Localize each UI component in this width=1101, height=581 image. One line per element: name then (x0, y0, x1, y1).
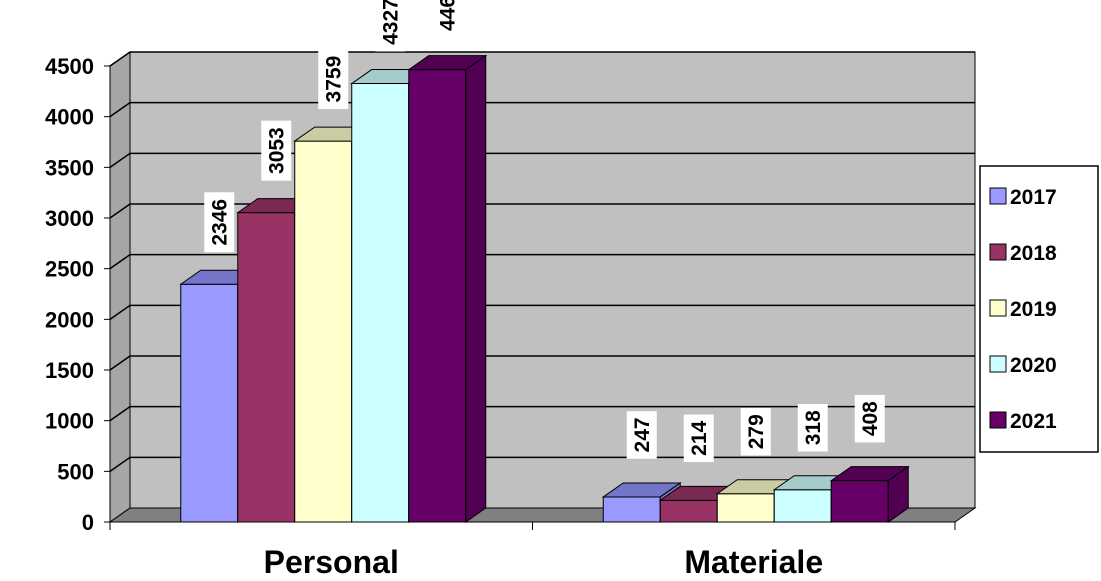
y-tick-label: 2000 (45, 307, 94, 332)
gridline (109, 101, 975, 118)
data-label-box (740, 407, 771, 456)
data-label-text: 279 (745, 414, 768, 449)
data-labels: 2346 3053 3759 4327 4464 247 214 279 318 408 (204, 0, 885, 463)
bar-side (465, 54, 487, 523)
data-label: 4327 (375, 0, 406, 52)
gridline (109, 304, 975, 320)
side-wall (109, 51, 131, 523)
data-label: 4464 (432, 0, 463, 38)
bars (179, 54, 910, 523)
axes: 0 500 1000 1500 2000 2500 3000 3500 4000 4500 Pers… (45, 54, 956, 580)
bar (408, 69, 467, 523)
legend-swatch (989, 243, 1007, 261)
data-label-box (432, 0, 463, 38)
legend: 2017 2018 2019 2020 2021 (979, 165, 1099, 453)
y-tick-label: 2500 (45, 257, 94, 282)
legend-label: 2021 (1010, 410, 1057, 433)
data-label-text: 4327 (379, 0, 402, 45)
x-category-label: Personal (264, 544, 399, 580)
gridlines (109, 51, 975, 472)
legend-swatch (989, 299, 1007, 317)
data-label-text: 247 (631, 417, 654, 452)
y-tick-label: 1500 (45, 358, 94, 383)
legend-swatch (989, 411, 1007, 429)
data-label-text: 318 (802, 410, 825, 445)
data-label-text: 4464 (436, 0, 459, 31)
data-label: 2346 (204, 192, 235, 253)
x-category-label: Materiale (684, 544, 823, 580)
legend-label: 2020 (1010, 354, 1057, 377)
data-label-box (204, 192, 235, 253)
bar (602, 496, 661, 523)
bar (830, 480, 889, 523)
gridline (109, 203, 975, 219)
data-label: 3759 (318, 49, 349, 110)
y-tick-label: 3000 (45, 206, 94, 231)
data-label: 214 (683, 414, 714, 463)
y-tick-label: 0 (82, 510, 94, 535)
y-tick-label: 3500 (45, 155, 94, 180)
y-tick-label: 4500 (45, 54, 94, 79)
gridline (109, 253, 975, 270)
gridline (109, 405, 975, 422)
bar (180, 283, 239, 523)
legend-swatch (989, 355, 1007, 373)
legend-label: 2018 (1010, 242, 1057, 265)
data-label-box (626, 411, 657, 459)
data-label: 247 (626, 411, 657, 459)
gridline (109, 51, 975, 67)
legend-label: 2017 (1010, 186, 1057, 209)
bar (351, 83, 410, 523)
bar (716, 493, 775, 523)
bar (294, 140, 353, 523)
data-label-text: 3053 (265, 127, 288, 174)
data-label-box (375, 0, 406, 52)
data-label: 408 (854, 394, 885, 443)
data-label-text: 408 (859, 401, 882, 436)
y-tick-label: 1000 (45, 409, 94, 434)
legend-label: 2019 (1010, 298, 1057, 321)
data-label-text: 3759 (322, 56, 345, 103)
gridline (109, 355, 975, 371)
data-label-box (261, 120, 292, 181)
data-label-box (854, 394, 885, 443)
bar (237, 212, 296, 523)
bar-side (887, 465, 909, 523)
bar (773, 489, 832, 523)
data-label: 279 (740, 407, 771, 456)
data-label-text: 2346 (208, 199, 231, 246)
data-label-box (683, 414, 714, 463)
gridline (109, 152, 975, 168)
y-tick-label: 4000 (45, 105, 94, 130)
legend-swatch (989, 187, 1007, 205)
data-label-box (797, 404, 828, 452)
y-tick-label: 500 (57, 459, 94, 484)
data-label: 318 (797, 404, 828, 452)
bar (659, 499, 718, 523)
data-label: 3053 (261, 120, 292, 181)
data-label-box (318, 49, 349, 110)
data-label-text: 214 (688, 420, 711, 455)
